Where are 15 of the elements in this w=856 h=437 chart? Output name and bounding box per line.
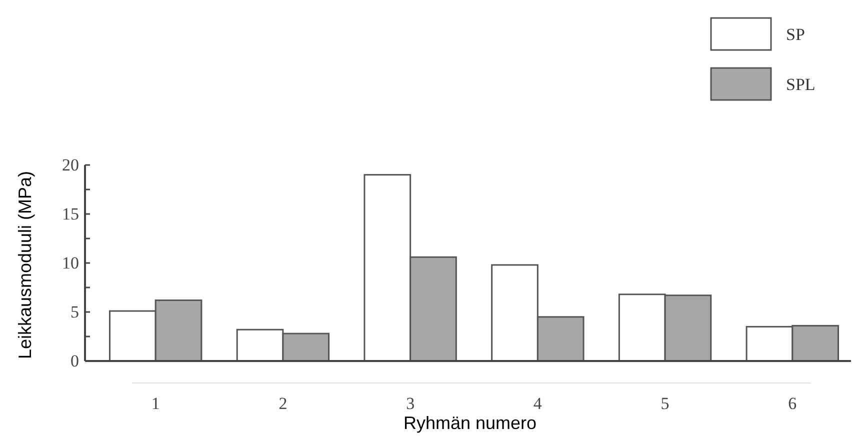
y-tick-label: 20 [62, 155, 79, 174]
legend-label: SP [786, 25, 805, 44]
x-tick-label: 2 [278, 394, 288, 414]
x-tick-label: 6 [788, 394, 797, 414]
x-axis-title: Ryhmän numero [403, 413, 537, 433]
y-tick-label: 0 [70, 351, 79, 370]
y-axis-title: Leikkausmoduuli (MPa) [15, 170, 35, 360]
y-tick-label: 5 [70, 302, 79, 322]
y-tick-label: 15 [62, 204, 79, 224]
x-tick-label: 5 [660, 394, 670, 414]
legend-label: SPL [786, 75, 816, 94]
x-tick-label: 1 [151, 394, 160, 414]
x-tick-label: 3 [406, 394, 415, 414]
x-tick-label: 4 [533, 394, 542, 414]
y-tick-label: 10 [62, 253, 79, 272]
